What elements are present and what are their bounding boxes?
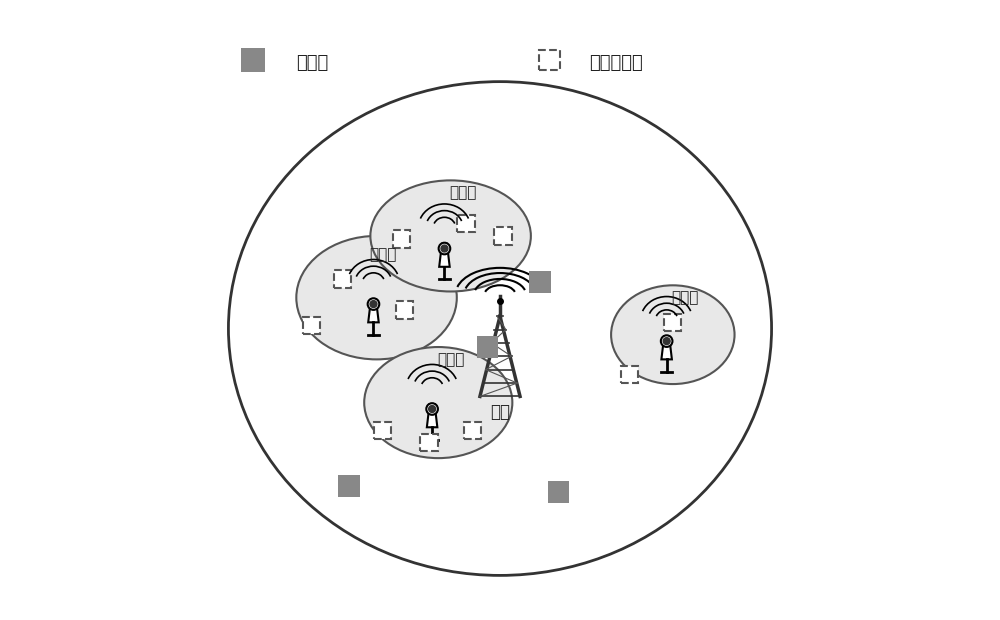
FancyBboxPatch shape (539, 50, 560, 71)
FancyBboxPatch shape (374, 422, 391, 439)
FancyBboxPatch shape (420, 434, 438, 451)
Text: 小基站: 小基站 (449, 185, 477, 200)
Circle shape (429, 405, 436, 412)
FancyBboxPatch shape (393, 231, 410, 247)
FancyBboxPatch shape (338, 475, 360, 497)
Text: 宏用户: 宏用户 (296, 54, 329, 72)
Polygon shape (368, 299, 379, 322)
Polygon shape (427, 404, 437, 427)
Polygon shape (439, 244, 450, 267)
FancyBboxPatch shape (303, 317, 320, 334)
FancyBboxPatch shape (621, 366, 638, 383)
Text: 小蜂窝用户: 小蜂窝用户 (589, 54, 643, 72)
FancyBboxPatch shape (396, 301, 413, 319)
Circle shape (439, 242, 450, 254)
Ellipse shape (296, 236, 457, 360)
Text: 宏站: 宏站 (490, 402, 510, 420)
FancyBboxPatch shape (241, 48, 265, 72)
FancyBboxPatch shape (664, 314, 681, 331)
Ellipse shape (611, 285, 735, 384)
FancyBboxPatch shape (477, 336, 498, 358)
Text: 小基站: 小基站 (437, 352, 464, 367)
FancyBboxPatch shape (334, 270, 351, 288)
Circle shape (661, 335, 672, 347)
Text: 小基站: 小基站 (369, 247, 396, 262)
Circle shape (441, 245, 448, 252)
Circle shape (370, 301, 377, 308)
FancyBboxPatch shape (457, 215, 475, 232)
FancyBboxPatch shape (464, 422, 481, 439)
Ellipse shape (370, 180, 531, 291)
FancyBboxPatch shape (548, 481, 569, 503)
Polygon shape (661, 336, 672, 360)
Text: 小基站: 小基站 (671, 290, 699, 305)
Circle shape (368, 298, 379, 310)
FancyBboxPatch shape (494, 228, 512, 244)
Ellipse shape (228, 82, 772, 575)
Circle shape (426, 403, 438, 415)
Ellipse shape (364, 347, 512, 458)
Circle shape (663, 338, 670, 345)
FancyBboxPatch shape (529, 272, 551, 293)
